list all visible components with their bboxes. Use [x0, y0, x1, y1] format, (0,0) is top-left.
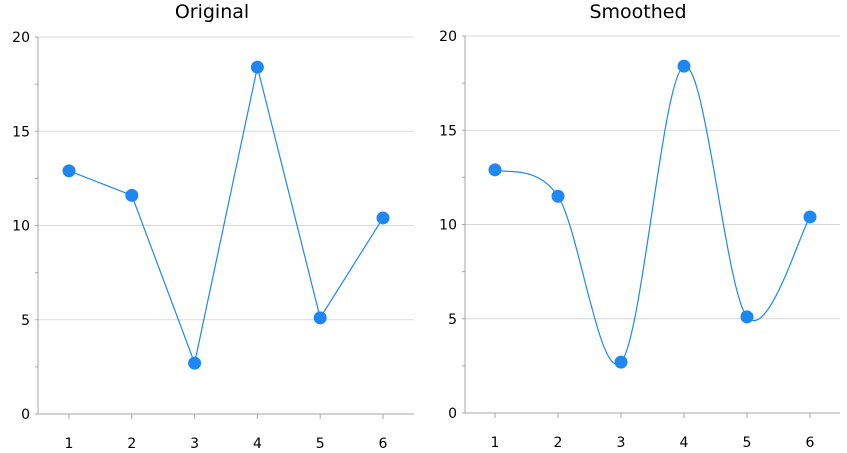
chart1-ytick-label: 20	[12, 30, 30, 46]
chart1-ytick-label: 10	[12, 219, 30, 235]
chart2-data-point-1	[488, 163, 502, 177]
chart1-series-line	[68, 67, 384, 366]
chart2-ytick-label: 10	[439, 218, 457, 234]
chart2-series-line	[494, 65, 811, 365]
chart2-xtick-label: 2	[554, 435, 563, 451]
chart2-data-point-4	[677, 59, 691, 73]
chart1-xtick-label: 3	[190, 436, 199, 452]
chart2-xtick-label: 6	[806, 435, 815, 451]
chart1-ytick-label: 15	[12, 124, 30, 140]
chart2-data-point-6	[803, 210, 817, 224]
chart1-xtick-label: 1	[65, 436, 74, 452]
chart1-data-point-6	[376, 211, 390, 225]
chart1-ytick-label: 0	[21, 407, 30, 423]
chart1-data-point-4	[250, 60, 264, 74]
chart2-title: Smoothed	[589, 1, 686, 23]
chart2-xtick-label: 5	[743, 435, 752, 451]
chart1-xtick-label: 5	[316, 436, 325, 452]
chart1-data-point-5	[313, 311, 327, 325]
chart1-xtick-label: 4	[253, 436, 262, 452]
chart1-title: Original	[175, 1, 249, 23]
chart2-xtick-label: 4	[680, 435, 689, 451]
chart2-data-point-3	[614, 355, 628, 369]
chart2-ytick-label: 20	[439, 29, 457, 45]
chart2-ytick-label: 0	[448, 406, 457, 422]
chart1-data-point-1	[62, 164, 76, 178]
chart2-xtick-label: 1	[491, 435, 500, 451]
chart1-data-point-3	[188, 356, 202, 370]
chart2-ytick-label: 5	[448, 312, 457, 328]
chart1-ytick-label: 5	[21, 313, 30, 329]
chart1-data-point-2	[125, 188, 139, 202]
chart2-data-point-2	[551, 189, 565, 203]
chart2-data-point-5	[740, 310, 754, 324]
chart1-xtick-label: 6	[379, 436, 388, 452]
chart2-xtick-label: 3	[617, 435, 626, 451]
chart2-ytick-label: 15	[439, 123, 457, 139]
chart1-xtick-label: 2	[127, 436, 136, 452]
